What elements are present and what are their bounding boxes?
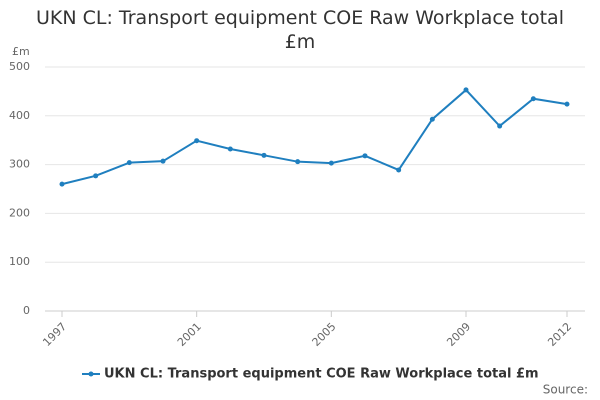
x-tick-label: 2012 — [545, 320, 574, 349]
y-tick-label: 0 — [23, 304, 30, 317]
y-tick-label: 300 — [9, 158, 30, 171]
source: Source: — [543, 383, 588, 397]
legend-label: UKN CL: Transport equipment COE Raw Work… — [104, 367, 539, 382]
point — [530, 96, 536, 102]
point — [396, 167, 402, 173]
y-tick-label: 400 — [9, 109, 30, 122]
legend-marker — [88, 371, 94, 377]
x-tick-label: 2001 — [175, 320, 204, 349]
point — [261, 152, 267, 158]
point — [160, 158, 166, 164]
point — [227, 146, 233, 152]
y-tick-label: 500 — [9, 60, 30, 73]
point — [497, 123, 503, 129]
point — [362, 153, 368, 159]
point — [59, 181, 65, 187]
y-tick-label: 100 — [9, 255, 30, 268]
point — [429, 116, 435, 122]
point — [93, 173, 99, 179]
point — [328, 160, 334, 166]
x-tick-label: 1997 — [40, 320, 69, 349]
x-tick-label: 2005 — [310, 320, 339, 349]
series-line — [61, 88, 568, 186]
point — [564, 101, 570, 107]
point — [194, 138, 200, 144]
y-tick-label: 200 — [9, 206, 30, 219]
point — [295, 159, 301, 165]
y-axis-label: £m — [12, 45, 30, 58]
point — [463, 87, 469, 93]
point — [126, 160, 132, 166]
x-tick-label: 2009 — [444, 320, 473, 349]
chart-title: UKN CL: Transport equipment COE Raw Work… — [36, 7, 564, 53]
